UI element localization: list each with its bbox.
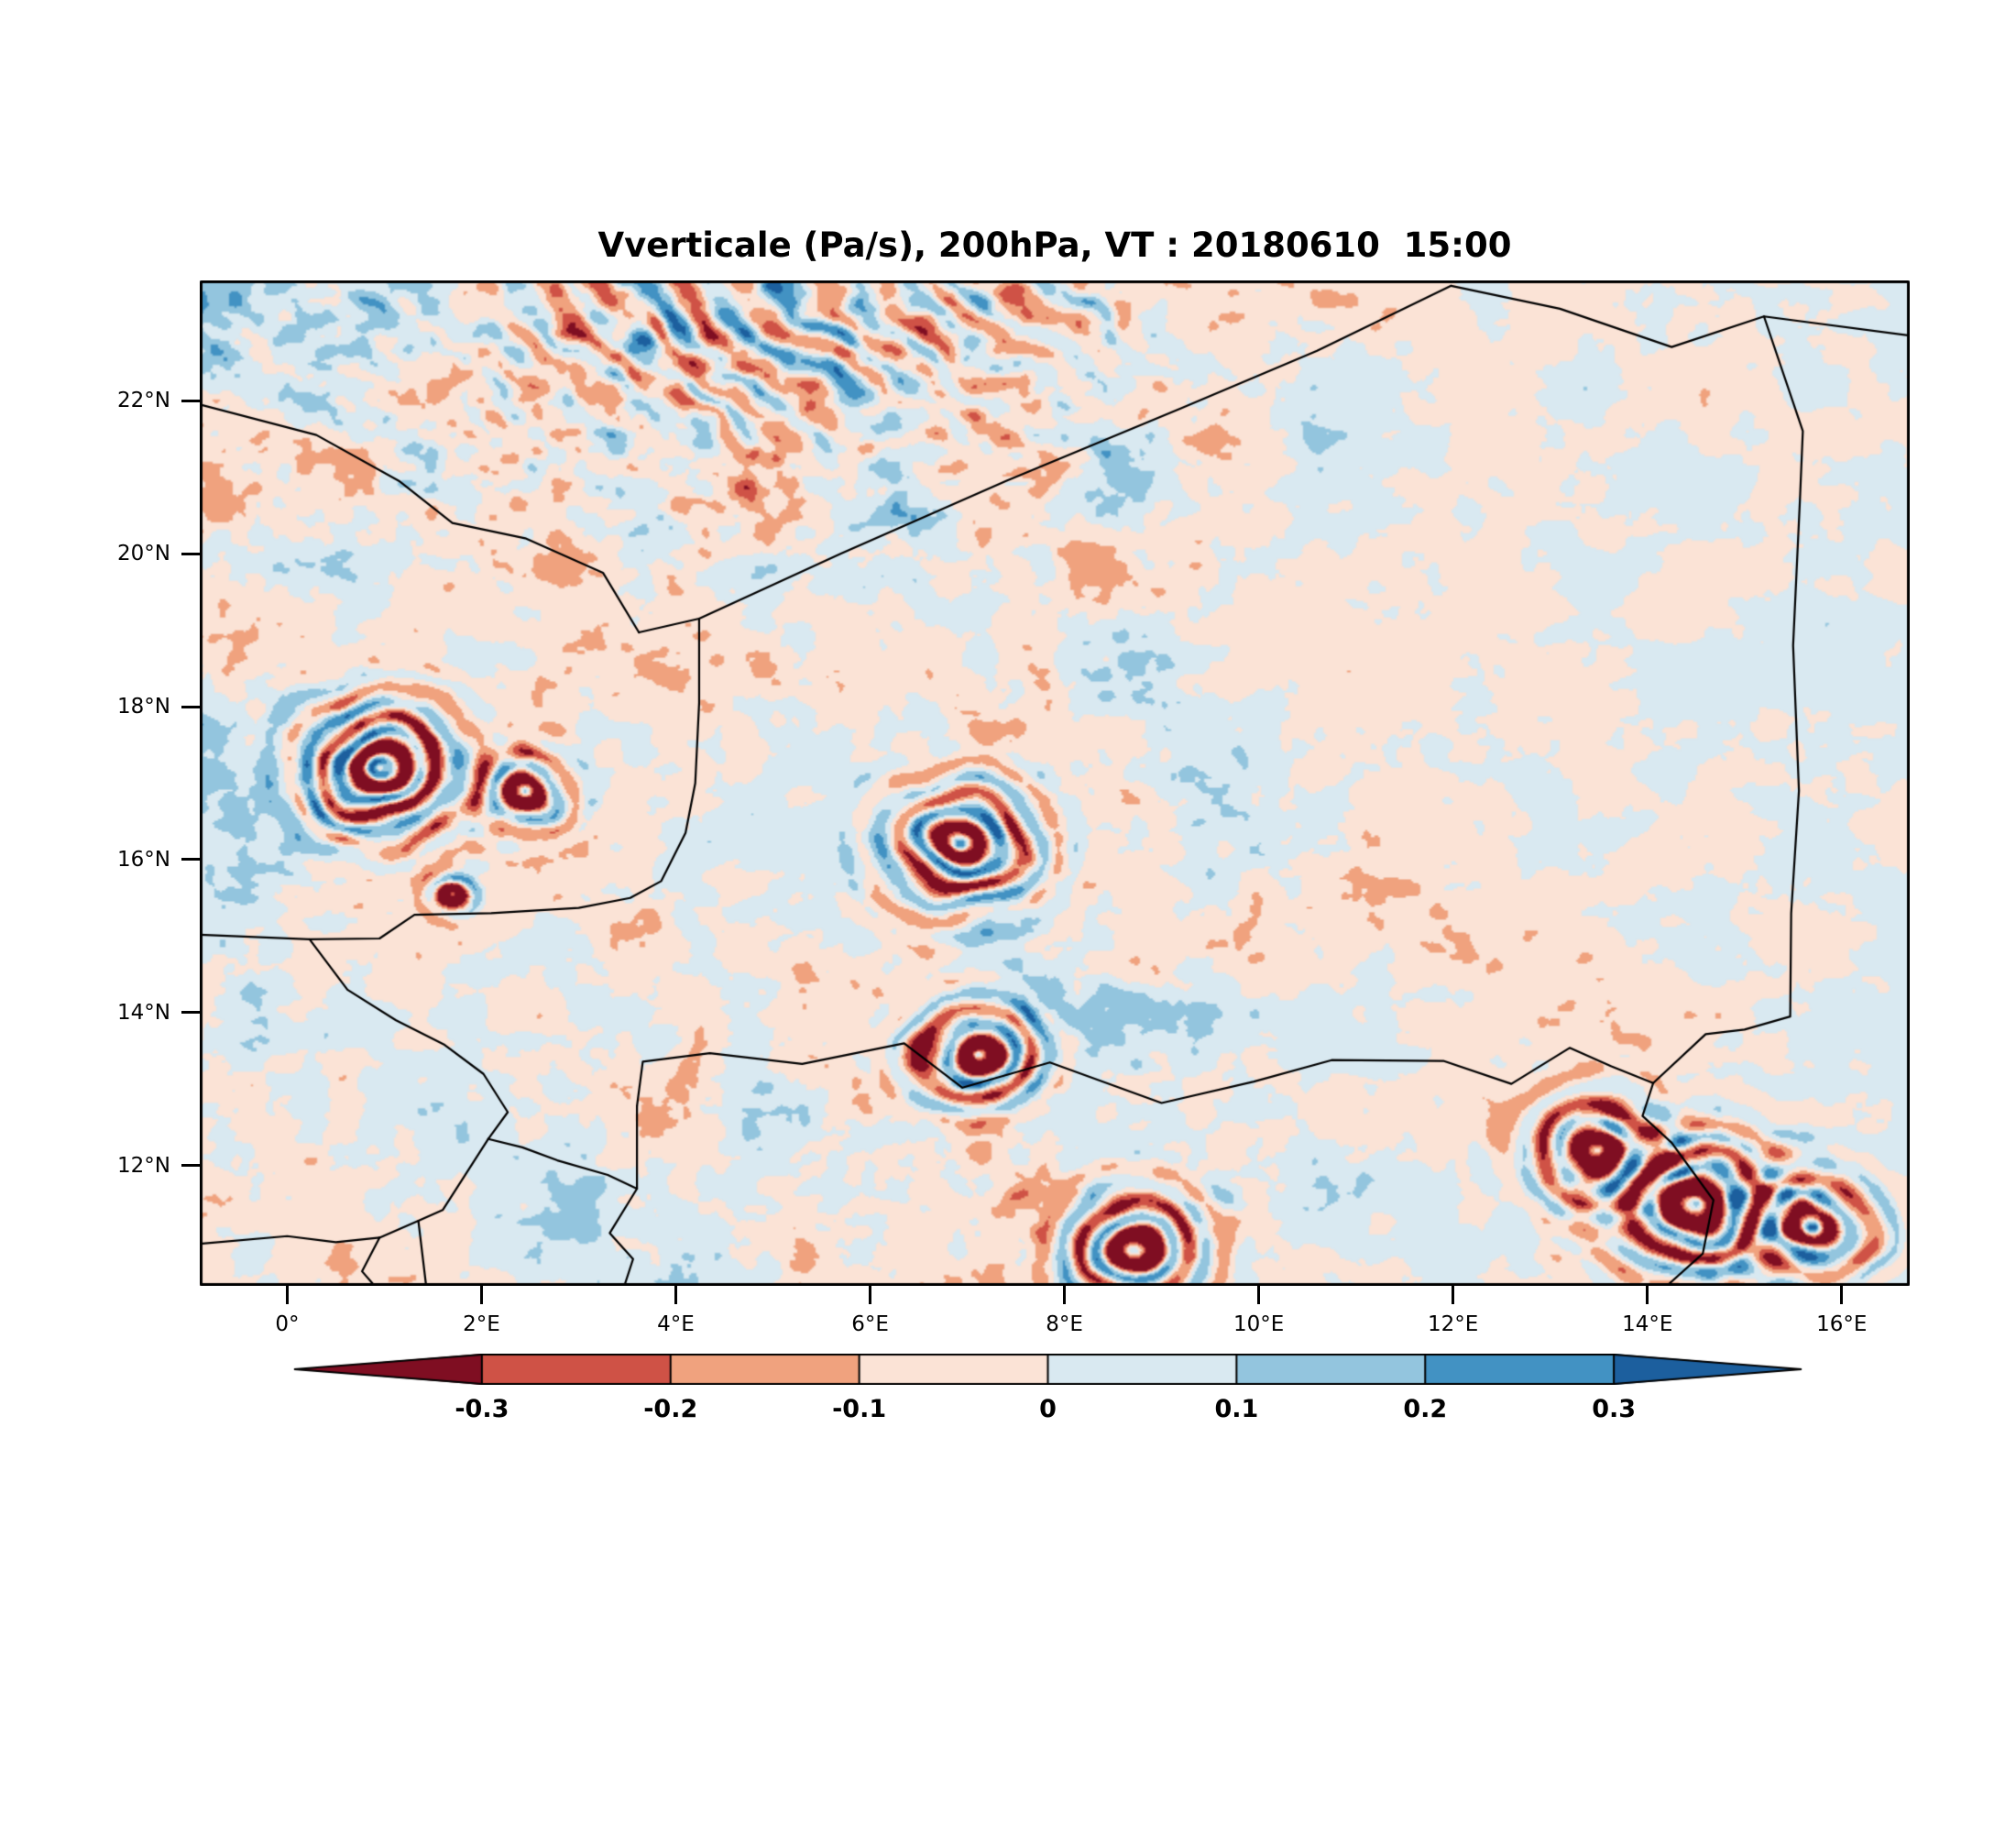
y-axis-tick — [181, 552, 200, 555]
x-axis-tick-label: 4°E — [657, 1312, 695, 1336]
plot-title: Vverticale (Pa/s), 200hPa, VT : 20180610… — [597, 225, 1512, 265]
y-axis-tick-label: 16°N — [117, 847, 170, 872]
y-axis-tick — [181, 705, 200, 708]
x-axis-tick-label: 12°E — [1428, 1312, 1479, 1336]
x-axis-tick-label: 8°E — [1046, 1312, 1083, 1336]
map-canvas — [200, 280, 1910, 1286]
colorbar-tick-label: 0.2 — [1403, 1395, 1448, 1423]
x-axis-tick — [869, 1286, 872, 1304]
x-axis-tick — [1063, 1286, 1067, 1304]
y-axis-tick-label: 22°N — [117, 389, 170, 413]
y-axis-tick-label: 20°N — [117, 542, 170, 566]
colorbar-tick-label: -0.3 — [455, 1395, 509, 1423]
x-axis-tick-label: 0° — [275, 1312, 300, 1336]
x-axis-tick-label: 10°E — [1233, 1312, 1285, 1336]
colorbar-tick-label: 0.3 — [1592, 1395, 1637, 1423]
x-axis-tick-label: 6°E — [851, 1312, 889, 1336]
x-axis-tick — [674, 1286, 677, 1304]
map-plot — [200, 280, 1910, 1286]
y-axis-tick-label: 12°N — [117, 1153, 170, 1178]
y-axis-tick-label: 18°N — [117, 695, 170, 719]
colorbar-tick-label: -0.1 — [832, 1395, 887, 1423]
colorbar-tick-label: 0 — [1039, 1395, 1057, 1423]
y-axis-tick — [181, 858, 200, 862]
y-axis-tick — [181, 1164, 200, 1168]
x-axis-tick-label: 14°E — [1622, 1312, 1673, 1336]
x-axis-tick — [479, 1286, 483, 1304]
colorbar-tick-label: 0.1 — [1214, 1395, 1259, 1423]
y-axis-tick — [181, 399, 200, 402]
x-axis-tick — [1840, 1286, 1844, 1304]
x-axis-tick — [1646, 1286, 1649, 1304]
y-axis-tick — [181, 1011, 200, 1015]
x-axis-tick-label: 16°E — [1816, 1312, 1868, 1336]
colorbar — [293, 1354, 1802, 1385]
x-axis-tick — [1257, 1286, 1261, 1304]
x-axis-tick — [1452, 1286, 1455, 1304]
x-axis-tick — [285, 1286, 289, 1304]
colorbar-tick-label: -0.2 — [643, 1395, 698, 1423]
x-axis-tick-label: 2°E — [463, 1312, 500, 1336]
y-axis-tick-label: 14°N — [117, 1000, 170, 1025]
